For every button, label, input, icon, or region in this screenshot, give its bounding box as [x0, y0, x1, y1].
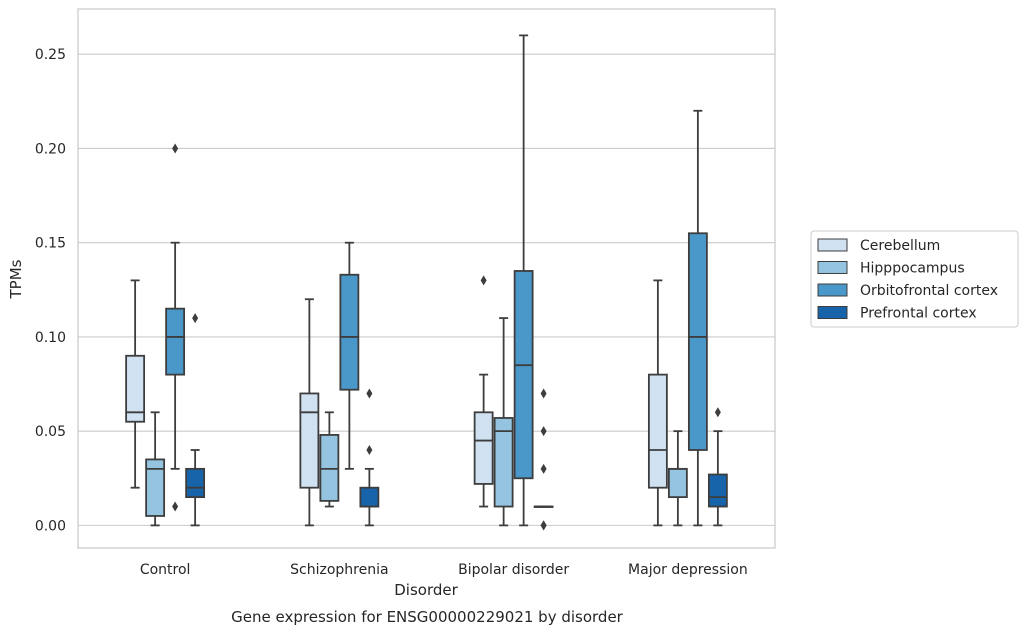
legend-swatch	[817, 283, 848, 297]
box-prefrontal-cortex	[359, 388, 380, 527]
outlier-point	[192, 313, 199, 324]
box-group	[299, 241, 380, 527]
box-hipppocampus	[667, 430, 688, 527]
outlier-point	[714, 407, 721, 418]
box-cerebellum	[299, 298, 320, 527]
outlier-point	[540, 426, 547, 437]
box-body	[473, 411, 494, 485]
outlier-point	[172, 143, 179, 154]
outlier-point	[540, 520, 547, 531]
legend-swatch	[817, 261, 848, 274]
box-body	[299, 392, 320, 489]
x-tick-label: Control	[140, 562, 191, 578]
box-body	[359, 486, 380, 508]
box-group	[473, 34, 554, 531]
outlier-point	[540, 388, 547, 399]
legend-frame	[810, 230, 1019, 328]
box-group	[647, 109, 728, 527]
plot-area-frame	[77, 8, 776, 549]
box-hipppocampus	[319, 411, 340, 508]
x-tick-label: Major depression	[628, 562, 748, 578]
gridlines	[78, 53, 775, 526]
outlier-point	[366, 388, 373, 399]
outlier-point	[540, 463, 547, 474]
outlier-point	[480, 275, 487, 286]
box-prefrontal-cortex	[185, 313, 206, 527]
box-body	[125, 354, 146, 423]
legend-label: Prefrontal cortex	[860, 306, 977, 322]
box-groups	[125, 34, 728, 531]
box-cerebellum	[125, 279, 146, 489]
box-orbitofrontal-cortex	[687, 109, 708, 527]
y-axis-title: TPMs	[7, 259, 25, 299]
x-axis-title: Disorder	[394, 581, 458, 599]
x-tick-label: Schizophrenia	[290, 562, 388, 578]
y-tick-label: 0.10	[35, 330, 66, 346]
box-body	[667, 467, 688, 499]
box-prefrontal-cortex	[707, 407, 728, 527]
y-tick-label: 0.00	[35, 518, 66, 534]
legend-swatch	[817, 238, 848, 252]
box-body	[145, 458, 166, 517]
box-cerebellum	[647, 279, 668, 527]
legend-label: Orbitofrontal cortex	[860, 283, 998, 299]
box-body	[647, 373, 668, 489]
box-cerebellum	[473, 275, 494, 508]
box-group	[125, 143, 206, 527]
box-body	[165, 307, 186, 376]
y-tick-label: 0.25	[35, 47, 66, 63]
legend: Cerebellum Hipppocampus Orbitofrontal cort…	[810, 230, 1019, 328]
box-body	[687, 232, 708, 451]
box-body	[319, 434, 340, 502]
figure-caption: Gene expression for ENSG00000229021 by d…	[231, 608, 624, 626]
box-body	[339, 273, 360, 391]
box-body	[707, 473, 728, 508]
outlier-point	[366, 445, 373, 455]
legend-label: Hipppocampus	[860, 261, 965, 277]
box-hipppocampus	[493, 317, 514, 527]
y-tick-label: 0.15	[35, 236, 66, 252]
box-prefrontal-cortex	[533, 388, 554, 531]
y-axis-ticks: 0.00 0.05 0.10 0.15 0.20 0.25	[35, 47, 66, 534]
box-orbitofrontal-cortex	[513, 34, 534, 527]
box-body	[493, 417, 514, 508]
legend-label: Cerebellum	[860, 238, 940, 254]
x-axis-ticks: Control Schizophrenia Bipolar disorder Majo…	[140, 562, 748, 578]
box-body	[513, 270, 534, 480]
box-body	[185, 467, 206, 499]
box-orbitofrontal-cortex	[165, 143, 186, 512]
y-tick-label: 0.05	[35, 424, 66, 440]
box-orbitofrontal-cortex	[339, 241, 360, 470]
box-hipppocampus	[145, 411, 166, 527]
legend-swatch	[817, 306, 848, 319]
outlier-point	[172, 501, 179, 512]
y-tick-label: 0.20	[35, 141, 66, 157]
x-tick-label: Bipolar disorder	[458, 562, 569, 578]
